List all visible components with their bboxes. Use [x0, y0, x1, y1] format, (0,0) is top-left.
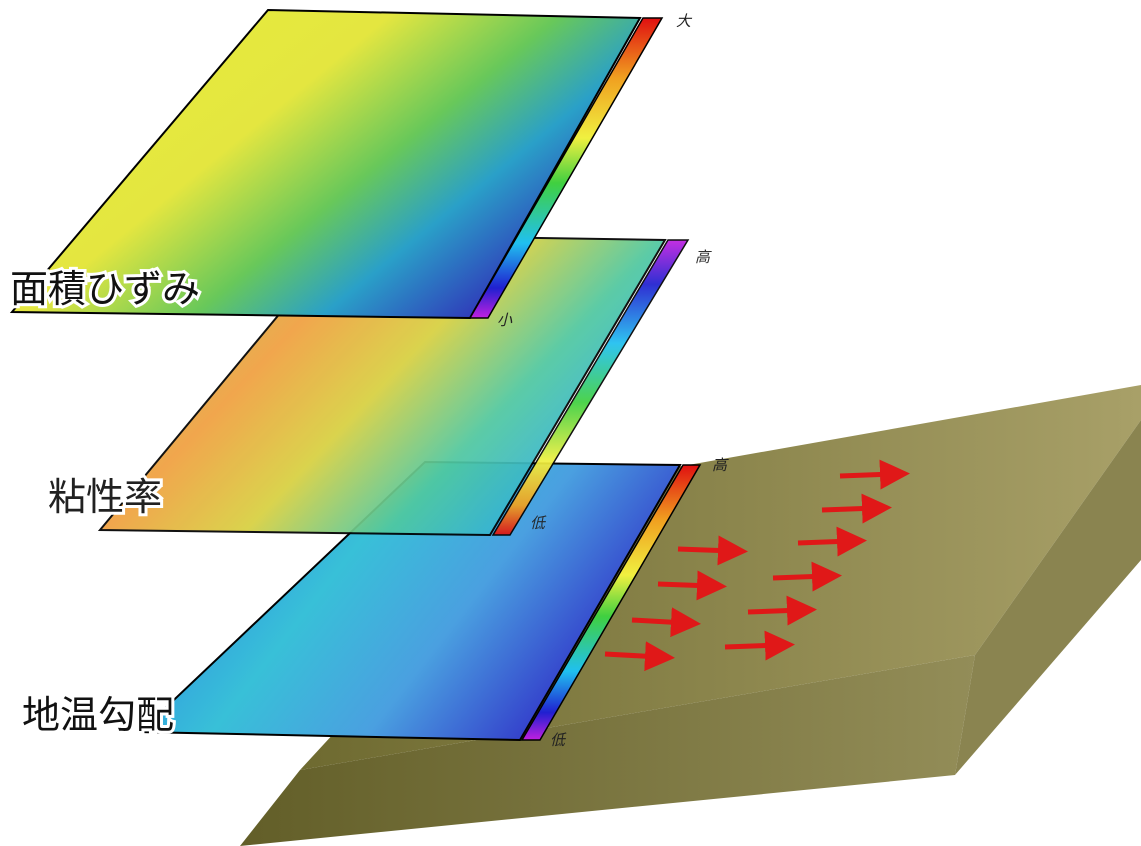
- layer-label: 粘性率: [48, 475, 162, 519]
- layer-label: 地温勾配: [22, 693, 174, 737]
- high-label: 高: [712, 456, 729, 474]
- low-label: 小: [497, 311, 513, 329]
- low-label: 低: [550, 731, 567, 749]
- high-label: 高: [695, 248, 712, 266]
- arrows: [604, 459, 910, 672]
- layer-areal-strain: 大 小 面積ひずみ: [7, 8, 693, 329]
- low-label: 低: [530, 514, 547, 532]
- high-label: 大: [676, 12, 693, 30]
- layer-geothermal: 高 低 地温勾配: [19, 456, 729, 749]
- layer-viscosity: 高 低 粘性率: [45, 233, 712, 537]
- layer-label: 面積ひずみ: [10, 267, 200, 311]
